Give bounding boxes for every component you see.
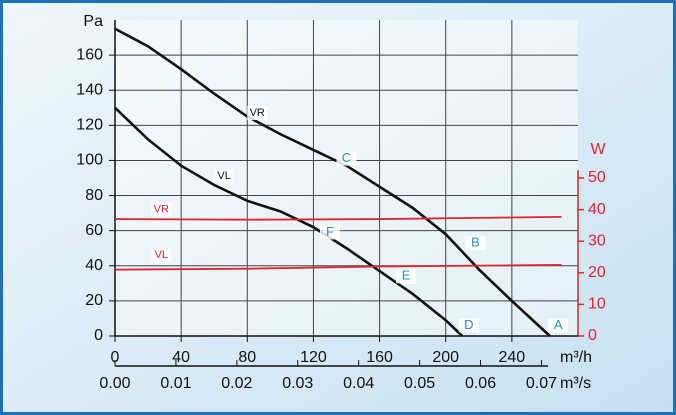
annotation: C xyxy=(342,150,351,165)
x2-tick-label: 0.06 xyxy=(465,375,496,392)
x2-tick-label: 0.04 xyxy=(343,375,374,392)
x2-tick-label: 0.00 xyxy=(99,375,130,392)
plot-area xyxy=(115,20,578,336)
x-tick-label: 120 xyxy=(300,349,327,366)
x-tick-label: 0 xyxy=(111,349,120,366)
y2-axis-label: W xyxy=(590,141,606,158)
x2-tick-label: 0.02 xyxy=(221,375,252,392)
y2-tick-label: 0 xyxy=(588,327,597,344)
x-tick-label: 160 xyxy=(366,349,393,366)
annotation-bg xyxy=(548,318,569,333)
y2-tick-label: 40 xyxy=(588,201,606,218)
y-tick-label: 60 xyxy=(85,222,103,239)
curve xyxy=(114,264,562,271)
y-tick-label: 160 xyxy=(76,46,103,63)
curve xyxy=(114,27,551,337)
annotation: VL xyxy=(217,170,230,182)
annotation-bg xyxy=(396,269,417,284)
annotation-bg xyxy=(465,235,486,250)
annotation-bg xyxy=(214,169,235,184)
y-tick-label: 80 xyxy=(85,187,103,204)
y2-tick-label: 10 xyxy=(588,296,606,313)
y-tick-label: 0 xyxy=(94,327,103,344)
x-tick-label: 80 xyxy=(238,349,256,366)
annotation-bg xyxy=(247,106,268,121)
annotation-bg xyxy=(151,248,172,263)
y-axis-label: Pa xyxy=(83,13,103,30)
x2-tick-label: 0.01 xyxy=(160,375,191,392)
y-tick-label: 120 xyxy=(76,117,103,134)
annotation-bg xyxy=(151,202,172,217)
x-tick-label: 200 xyxy=(432,349,459,366)
x2-tick-label: 0.03 xyxy=(282,375,313,392)
x-tick-label: 240 xyxy=(499,349,526,366)
y-tick-label: 20 xyxy=(85,292,103,309)
y-tick-label: 140 xyxy=(76,81,103,98)
annotation: E xyxy=(402,268,411,283)
x-tick-label: 40 xyxy=(172,349,190,366)
y-tick-label: 40 xyxy=(85,257,103,274)
annotation: F xyxy=(326,224,334,239)
x2-axis-label: m³/s xyxy=(560,375,591,392)
y-tick-label: 100 xyxy=(76,152,103,169)
y2-tick-label: 50 xyxy=(588,169,606,186)
y2-tick-label: 30 xyxy=(588,232,606,249)
annotation: D xyxy=(464,317,473,332)
annotation: VR xyxy=(250,107,265,119)
x-axis-label: m³/h xyxy=(560,349,592,366)
curve xyxy=(114,215,562,221)
x2-tick-label: 0.05 xyxy=(404,375,435,392)
annotation-bg xyxy=(319,225,340,240)
annotation-bg xyxy=(336,151,357,166)
x2-tick-label: 0.07 xyxy=(526,375,557,392)
annotation: B xyxy=(471,234,480,249)
annotation: VL xyxy=(155,249,168,261)
annotation-bg xyxy=(458,318,479,333)
annotation: VR xyxy=(154,204,169,216)
y2-tick-label: 20 xyxy=(588,264,606,281)
annotation: A xyxy=(554,317,563,332)
